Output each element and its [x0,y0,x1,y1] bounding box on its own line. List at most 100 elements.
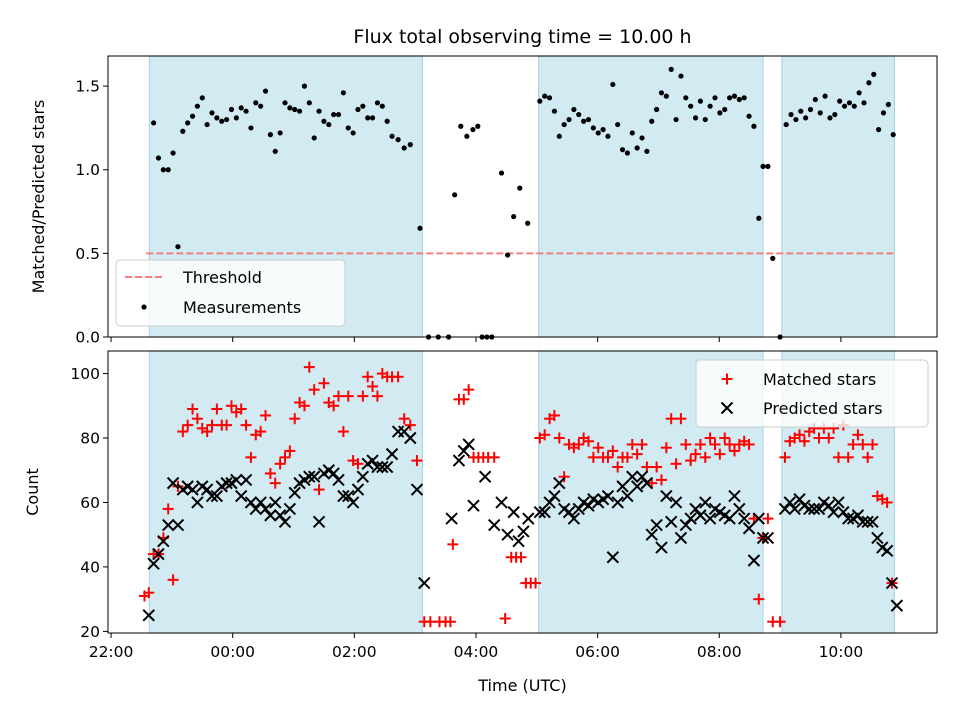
cross-stroke-b [346,496,360,509]
cross-stroke-b [543,496,556,509]
cross-stroke-b [181,480,194,493]
matched-star-point [724,438,736,450]
cross-stroke-b [827,505,840,519]
matched-star-point [269,477,281,489]
bottom-xtick-label: 10:00 [819,643,864,661]
cross-stroke-b [880,544,894,558]
matched-star-point [548,409,560,421]
measurement-point [615,121,621,128]
measurement-point [401,145,407,151]
top-panel: 0.0 0.5 1.0 1.5 Flux total observing time =… [29,26,938,347]
predicted-star-point [278,515,292,529]
measurement-point [678,73,684,79]
cross-stroke-b [337,489,350,503]
measurement-point [654,106,660,113]
predicted-star-point [517,525,530,538]
measurement-point [306,100,312,106]
predicted-star-point [457,444,471,458]
cross-stroke-b [553,476,566,490]
predicted-star-point [186,483,199,496]
measurement-point [292,106,298,113]
measurement-point [827,115,833,121]
matched-star-point [862,451,874,463]
matched-star-point [235,403,247,415]
predicted-star-point [220,476,233,490]
cross-stroke-b [737,512,751,525]
cross-stroke-b [342,489,355,503]
matched-star-point [675,413,687,425]
measurement-point [561,121,567,128]
predicted-star-point [562,505,576,519]
predicted-star-point [346,496,360,509]
cross-stroke-b [462,438,475,451]
cross-stroke-b [495,496,508,509]
matched-star-point [852,429,864,441]
cross-stroke-b [356,470,370,483]
predicted-star-point [885,576,899,590]
measurement-point [525,220,531,226]
cross-stroke-b [807,502,821,516]
cross-stroke-b [601,489,615,503]
cross-stroke-b [186,483,199,496]
measurement-point [233,115,239,121]
predicted-star-point [861,515,874,529]
predicted-star-point [635,470,649,483]
measurement-point [756,215,762,221]
predicted-star-point [837,505,850,519]
cross-stroke-b [890,599,904,612]
measurement-point [551,108,558,114]
predicted-star-point [689,502,702,516]
cross-stroke-b [720,401,734,415]
matched-star-point [187,403,199,415]
measurement-point [395,137,401,143]
measurement-point [837,98,843,104]
bottom-xtick-label: 00:00 [210,643,255,661]
predicted-star-point [495,496,508,509]
measurement-point [673,116,679,123]
predicted-star-point [254,496,267,509]
predicted-star-point [501,528,514,541]
matched-star-point [573,438,585,450]
cross-stroke-b [404,431,417,445]
measurement-point [807,106,814,113]
measurement-point [511,213,517,220]
matched-star-point [367,380,379,392]
predicted-star-point [385,447,399,461]
matched-star-point [857,438,869,450]
legend-threshold-label: Threshold [182,268,262,287]
predicted-star-point [851,509,865,522]
measurement-point [629,130,635,136]
measurement-point [851,103,857,109]
measurement-point [600,126,606,133]
predicted-stars-points [142,425,904,622]
measurement-point [639,135,645,141]
matched-star-point [530,577,542,589]
cross-stroke-b [478,470,492,483]
measurement-point [619,147,626,153]
measurement-point [876,126,882,133]
measurement-point [209,110,215,116]
matched-star-point [813,432,825,444]
cross-stroke-b [264,509,277,522]
measurement-point [504,252,511,258]
matched-star-point [298,400,310,412]
matched-star-point [362,371,374,383]
matched-star-point [143,587,155,599]
matched-star-point [867,438,879,450]
predicted-star-point [269,496,282,509]
matched-star-point [308,384,320,396]
measurement-point [199,95,205,101]
predicted-star-point [404,431,417,445]
chart-title: Flux total observing time = 10.00 h [353,26,691,48]
cross-stroke-b [332,473,345,487]
predicted-star-point [548,489,561,503]
predicted-star-point [332,473,345,487]
cross-stroke-b [452,454,466,467]
measurement-point [407,142,413,148]
matched-star-point [221,419,233,431]
cross-stroke-b [606,551,620,564]
cross-stroke-b [410,483,424,496]
predicted-star-point [660,489,673,503]
measurement-point [712,95,718,101]
cross-stroke-b [191,496,204,509]
